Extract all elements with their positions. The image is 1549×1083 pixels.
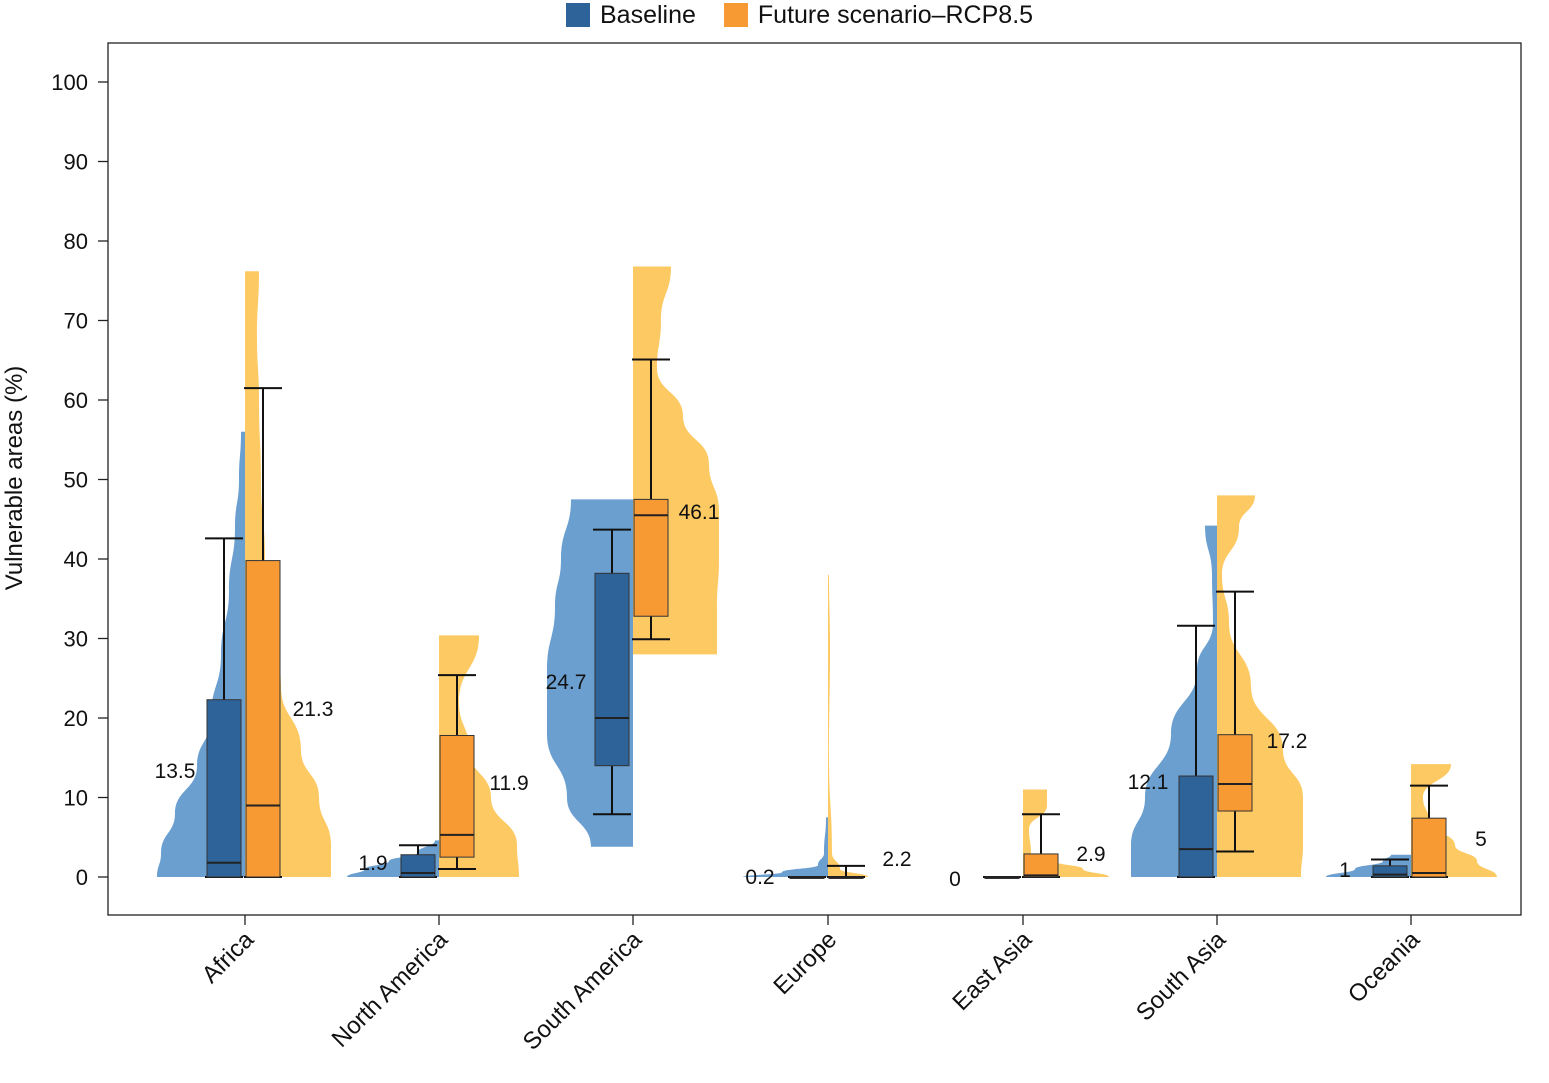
- legend-label-baseline: Baseline: [600, 0, 696, 29]
- mean-label-future-africa: 21.3: [293, 698, 334, 721]
- boxes-layer: [205, 358, 1448, 879]
- box-future-south-asia: [1217, 734, 1253, 812]
- y-tick-label-0: 0: [76, 865, 88, 890]
- y-tick-label-30: 30: [64, 627, 88, 652]
- plot-frame: [107, 42, 1522, 916]
- legend: Baseline Future scenario–RCP8.5: [566, 0, 1061, 30]
- x-tick-label-oceania: Oceania: [1343, 926, 1426, 1009]
- mean-label-future-europe: 2.2: [882, 848, 911, 871]
- mean-label-baseline-south-asia: 12.1: [1128, 771, 1169, 794]
- y-tick-label-100: 100: [51, 70, 88, 95]
- y-tick-label-90: 90: [64, 150, 88, 175]
- y-axis-label: Vulnerable areas (%): [1, 366, 28, 591]
- y-axis: 0 10 20 30 40 50 60 70 80 90 100: [51, 70, 108, 890]
- legend-item-baseline[interactable]: Baseline: [566, 1, 696, 30]
- x-tick-label-east-asia: East Asia: [947, 926, 1037, 1016]
- x-tick-label-africa: Africa: [197, 926, 260, 989]
- mean-label-baseline-africa: 13.5: [155, 760, 196, 783]
- mean-label-future-south-america: 46.1: [679, 501, 720, 524]
- mean-label-future-oceania: 5: [1475, 828, 1487, 851]
- x-tick-label-europe: Europe: [768, 926, 842, 1000]
- box-baseline-south-asia: [1178, 775, 1214, 878]
- box-baseline-north-america: [400, 854, 436, 878]
- mean-label-future-south-asia: 17.2: [1267, 730, 1308, 753]
- violin-future-south-asia: [1217, 495, 1303, 877]
- box-baseline-africa: [206, 699, 242, 878]
- box-future-south-america: [633, 498, 669, 617]
- x-tick-label-south-america: South America: [518, 926, 648, 1056]
- violin-baseline-europe: [743, 817, 828, 877]
- mean-label-baseline-north-america: 1.9: [358, 852, 387, 875]
- box-baseline-oceania: [1372, 865, 1408, 878]
- violin-future-europe: [828, 574, 868, 877]
- y-tick-label-40: 40: [64, 547, 88, 572]
- box-future-north-america: [439, 734, 475, 858]
- box-future-east-asia: [1023, 853, 1059, 878]
- x-tick-label-north-america: North America: [327, 926, 454, 1053]
- y-tick-label-60: 60: [64, 388, 88, 413]
- x-axis: Africa North America South America Europe Ea…: [197, 915, 1426, 1056]
- y-tick-label-70: 70: [64, 309, 88, 334]
- legend-item-future[interactable]: Future scenario–RCP8.5: [723, 0, 1034, 30]
- violins-layer: [157, 266, 1497, 878]
- box-future-oceania: [1411, 817, 1447, 878]
- mean-label-baseline-east-asia: 0: [949, 868, 961, 891]
- legend-label-future: Future scenario–RCP8.5: [757, 0, 1034, 29]
- box-future-africa: [245, 560, 281, 878]
- x-tick-label-south-asia: South Asia: [1131, 926, 1232, 1027]
- violin-future-east-asia: [1023, 789, 1109, 877]
- y-tick-label-50: 50: [64, 468, 88, 493]
- y-tick-label-10: 10: [64, 786, 88, 811]
- legend-swatch-baseline: [566, 3, 590, 27]
- mean-label-future-east-asia: 2.9: [1076, 843, 1105, 866]
- y-tick-label-20: 20: [64, 706, 88, 731]
- y-tick-label-80: 80: [64, 229, 88, 254]
- mean-label-future-north-america: 11.9: [489, 772, 528, 795]
- mean-label-baseline-south-america: 24.7: [546, 671, 587, 694]
- mean-label-baseline-europe: 0.2: [745, 866, 774, 889]
- legend-swatch-future: [723, 3, 748, 27]
- mean-label-baseline-oceania: 1: [1339, 859, 1351, 882]
- box-baseline-south-america: [594, 572, 630, 767]
- mean-labels: 13.5 21.3 1.9 11.9 24.7 46.1 0.2 2.2 0 2.9 12.1 17.…: [155, 501, 1487, 891]
